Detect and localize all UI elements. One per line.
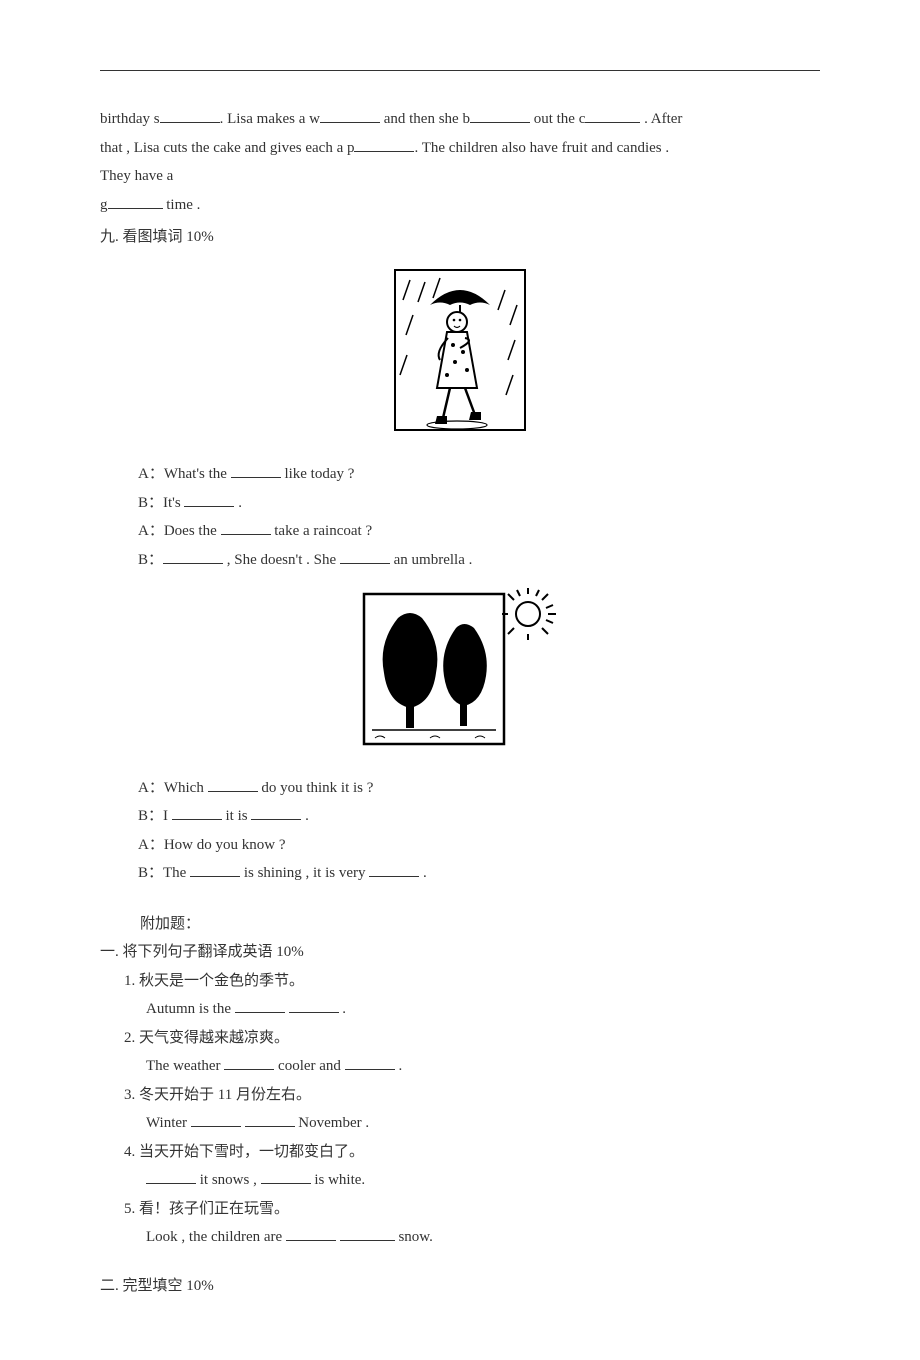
blank[interactable]	[163, 548, 223, 564]
text: . After	[640, 111, 682, 127]
translate-q2: 2. 天气变得越来越凉爽。 The weather cooler and .	[124, 1024, 820, 1081]
sun-trees-icon	[360, 588, 560, 753]
text: an umbrella .	[390, 552, 472, 568]
text: is shining , it is very	[240, 865, 369, 881]
figure-rain	[100, 260, 820, 451]
dialog-line: A：Does the take a raincoat ?	[138, 517, 820, 546]
blank[interactable]	[221, 519, 271, 535]
text: They have a	[100, 168, 173, 184]
q-zh: 4. 当天开始下雪时，一切都变白了。	[124, 1138, 820, 1167]
text: The weather	[146, 1058, 224, 1074]
text: and then she b	[380, 111, 470, 127]
dialog-line: B： , She doesn't . She an umbrella .	[138, 546, 820, 575]
blank[interactable]	[340, 1225, 395, 1241]
text: it snows ,	[196, 1172, 261, 1188]
text: .	[419, 865, 427, 881]
blank[interactable]	[160, 107, 220, 123]
text: that , Lisa cuts the cake and gives each…	[100, 140, 354, 156]
dialog-line: B：The is shining , it is very .	[138, 859, 820, 888]
text: do you think it is ?	[258, 780, 374, 796]
text: Look , the children are	[146, 1229, 286, 1245]
text: A：Which	[138, 780, 208, 796]
text: . The children also have fruit and candi…	[414, 140, 669, 156]
translate-q5: 5. 看！孩子们正在玩雪。 Look , the children are sn…	[124, 1195, 820, 1252]
rain-girl-icon	[385, 260, 535, 440]
cloze-line-4: g time .	[100, 191, 820, 220]
text: , She doesn't . She	[223, 552, 340, 568]
dialog-line: A：Which do you think it is ?	[138, 774, 820, 803]
dialog-line: B：It's .	[138, 489, 820, 518]
text: Autumn is the	[146, 1001, 235, 1017]
blank[interactable]	[191, 1111, 241, 1127]
top-rule	[100, 70, 820, 71]
blank[interactable]	[369, 861, 419, 877]
blank[interactable]	[235, 997, 285, 1013]
blank[interactable]	[340, 548, 390, 564]
text: B：	[138, 552, 163, 568]
text: take a raincoat ?	[271, 523, 373, 539]
text: .	[234, 495, 242, 511]
dialog-line: A：What's the like today ?	[138, 460, 820, 489]
text: . Lisa makes a w	[220, 111, 320, 127]
text: is white.	[311, 1172, 366, 1188]
text: A：Does the	[138, 523, 221, 539]
q-zh: 3. 冬天开始于 11 月份左右。	[124, 1081, 820, 1110]
blank[interactable]	[320, 107, 380, 123]
translate-q1: 1. 秋天是一个金色的季节。 Autumn is the .	[124, 967, 820, 1024]
blank[interactable]	[146, 1168, 196, 1184]
dialog-line: A：How do you know ?	[138, 831, 820, 860]
translate-title: 一. 将下列句子翻译成英语 10%	[100, 938, 820, 967]
blank[interactable]	[585, 107, 640, 123]
blank[interactable]	[184, 491, 234, 507]
dialog-1: A：What's the like today ? B：It's . A：Doe…	[138, 460, 820, 574]
blank[interactable]	[224, 1054, 274, 1070]
cloze2-title: 二. 完型填空 10%	[100, 1272, 820, 1301]
blank[interactable]	[251, 804, 301, 820]
translate-q4: 4. 当天开始下雪时，一切都变白了。 it snows , is white.	[124, 1138, 820, 1195]
text: A：What's the	[138, 466, 231, 482]
blank[interactable]	[261, 1168, 311, 1184]
blank[interactable]	[470, 107, 530, 123]
blank[interactable]	[231, 462, 281, 478]
text: snow.	[395, 1229, 433, 1245]
cloze-line-2: that , Lisa cuts the cake and gives each…	[100, 134, 820, 163]
blank[interactable]	[245, 1111, 295, 1127]
text: .	[339, 1001, 347, 1017]
extra-title: 附加题：	[140, 910, 820, 939]
text: time .	[163, 197, 201, 213]
text: B：I	[138, 808, 172, 824]
text: it is	[222, 808, 252, 824]
blank[interactable]	[108, 193, 163, 209]
text: B：The	[138, 865, 190, 881]
section-9-title: 九. 看图填词 10%	[100, 223, 820, 252]
text: g	[100, 197, 108, 213]
text: November .	[295, 1115, 370, 1131]
cloze-line-1: birthday s . Lisa makes a w and then she …	[100, 105, 820, 134]
dialog-line: B：I it is .	[138, 802, 820, 831]
blank[interactable]	[190, 861, 240, 877]
blank[interactable]	[289, 997, 339, 1013]
text: birthday s	[100, 111, 160, 127]
text: B：It's	[138, 495, 184, 511]
text: Winter	[146, 1115, 191, 1131]
blank[interactable]	[354, 136, 414, 152]
text: A：How do you know ?	[138, 837, 286, 853]
text: .	[301, 808, 309, 824]
q-zh: 1. 秋天是一个金色的季节。	[124, 967, 820, 996]
blank[interactable]	[345, 1054, 395, 1070]
blank[interactable]	[172, 804, 222, 820]
q-zh: 5. 看！孩子们正在玩雪。	[124, 1195, 820, 1224]
text: like today ?	[281, 466, 355, 482]
blank[interactable]	[286, 1225, 336, 1241]
dialog-2: A：Which do you think it is ? B：I it is .…	[138, 774, 820, 888]
q-zh: 2. 天气变得越来越凉爽。	[124, 1024, 820, 1053]
text: cooler and	[274, 1058, 344, 1074]
figure-sun	[100, 588, 820, 764]
text: .	[395, 1058, 403, 1074]
translate-q3: 3. 冬天开始于 11 月份左右。 Winter November .	[124, 1081, 820, 1138]
blank[interactable]	[208, 776, 258, 792]
text: out the c	[530, 111, 585, 127]
cloze-line-3: They have a	[100, 162, 820, 191]
